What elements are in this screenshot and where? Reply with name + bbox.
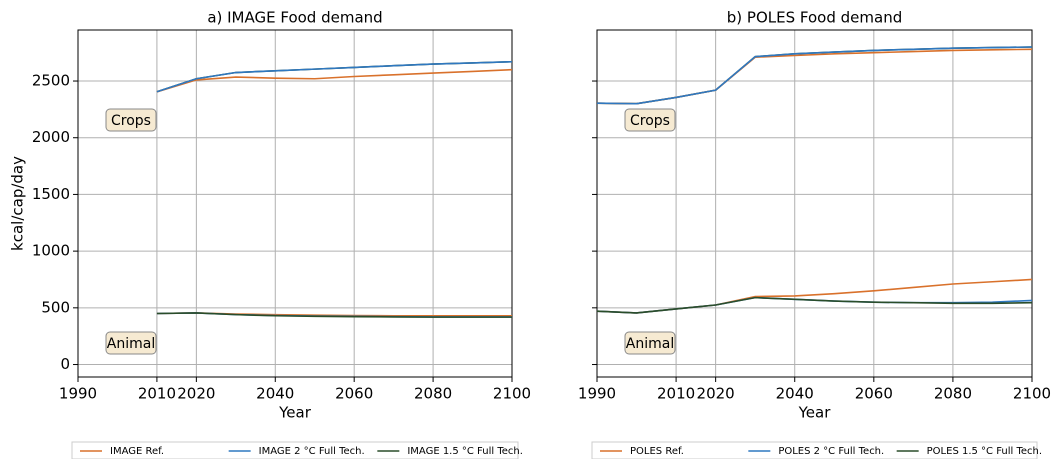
y-axis-label: kcal/cap/day — [9, 156, 27, 251]
data-line — [596, 46, 1033, 105]
y-tick-label: 2000 — [32, 128, 70, 146]
annotation-box — [624, 108, 676, 132]
data-line — [596, 296, 1033, 314]
x-axis-label: Year — [278, 404, 312, 422]
x-tick-label: 2010 — [138, 385, 176, 403]
legend-label: IMAGE 2 °C Full Tech. — [259, 446, 365, 457]
legend-label: POLES Ref. — [630, 446, 684, 457]
x-tick-label: 1990 — [59, 385, 97, 403]
x-tick-label: 2100 — [1013, 385, 1051, 403]
y-tick-label: 0 — [60, 355, 70, 373]
x-tick-label: 2040 — [776, 385, 814, 403]
chart-title: a) IMAGE Food demand — [207, 9, 382, 27]
legend-box — [591, 441, 1038, 459]
data-line — [156, 312, 512, 318]
data-line — [156, 68, 513, 93]
x-tick-label: 2020 — [697, 385, 735, 403]
annotation: Crops — [630, 113, 670, 129]
legend-box — [71, 441, 519, 459]
y-tick-label: 1000 — [32, 242, 70, 260]
x-tick-label: 2100 — [493, 385, 531, 403]
legend-label: IMAGE Ref. — [110, 446, 164, 457]
x-tick-label: 2020 — [177, 385, 215, 403]
annotation: Crops — [111, 113, 151, 129]
data-line — [596, 48, 1033, 105]
annotation-box — [105, 331, 157, 355]
annotation-box — [105, 108, 157, 132]
y-tick-label: 1500 — [32, 185, 70, 203]
legend-label: POLES 1.5 °C Full Tech. — [927, 446, 1042, 457]
legend-label: IMAGE 1.5 °C Full Tech. — [407, 446, 523, 457]
x-tick-label: 2010 — [657, 385, 695, 403]
x-tick-label: 2080 — [934, 385, 972, 403]
chart-title: b) POLES Food demand — [727, 9, 902, 27]
data-line — [156, 60, 513, 93]
x-tick-label: 2060 — [335, 385, 373, 403]
y-tick-label: 500 — [41, 298, 70, 316]
x-tick-label: 2060 — [855, 385, 893, 403]
x-tick-label: 1990 — [578, 385, 616, 403]
plot-frame — [596, 29, 1033, 378]
data-line — [596, 46, 1033, 105]
annotation: Animal — [626, 336, 674, 352]
legend-label: POLES 2 °C Full Tech. — [778, 446, 884, 457]
x-tick-label: 2080 — [414, 385, 452, 403]
annotation-box — [624, 331, 676, 355]
x-tick-label: 2040 — [256, 385, 294, 403]
x-axis-label: Year — [798, 404, 832, 422]
y-tick-label: 2500 — [32, 72, 70, 90]
plot-frame — [77, 29, 513, 378]
annotation: Animal — [107, 336, 155, 352]
